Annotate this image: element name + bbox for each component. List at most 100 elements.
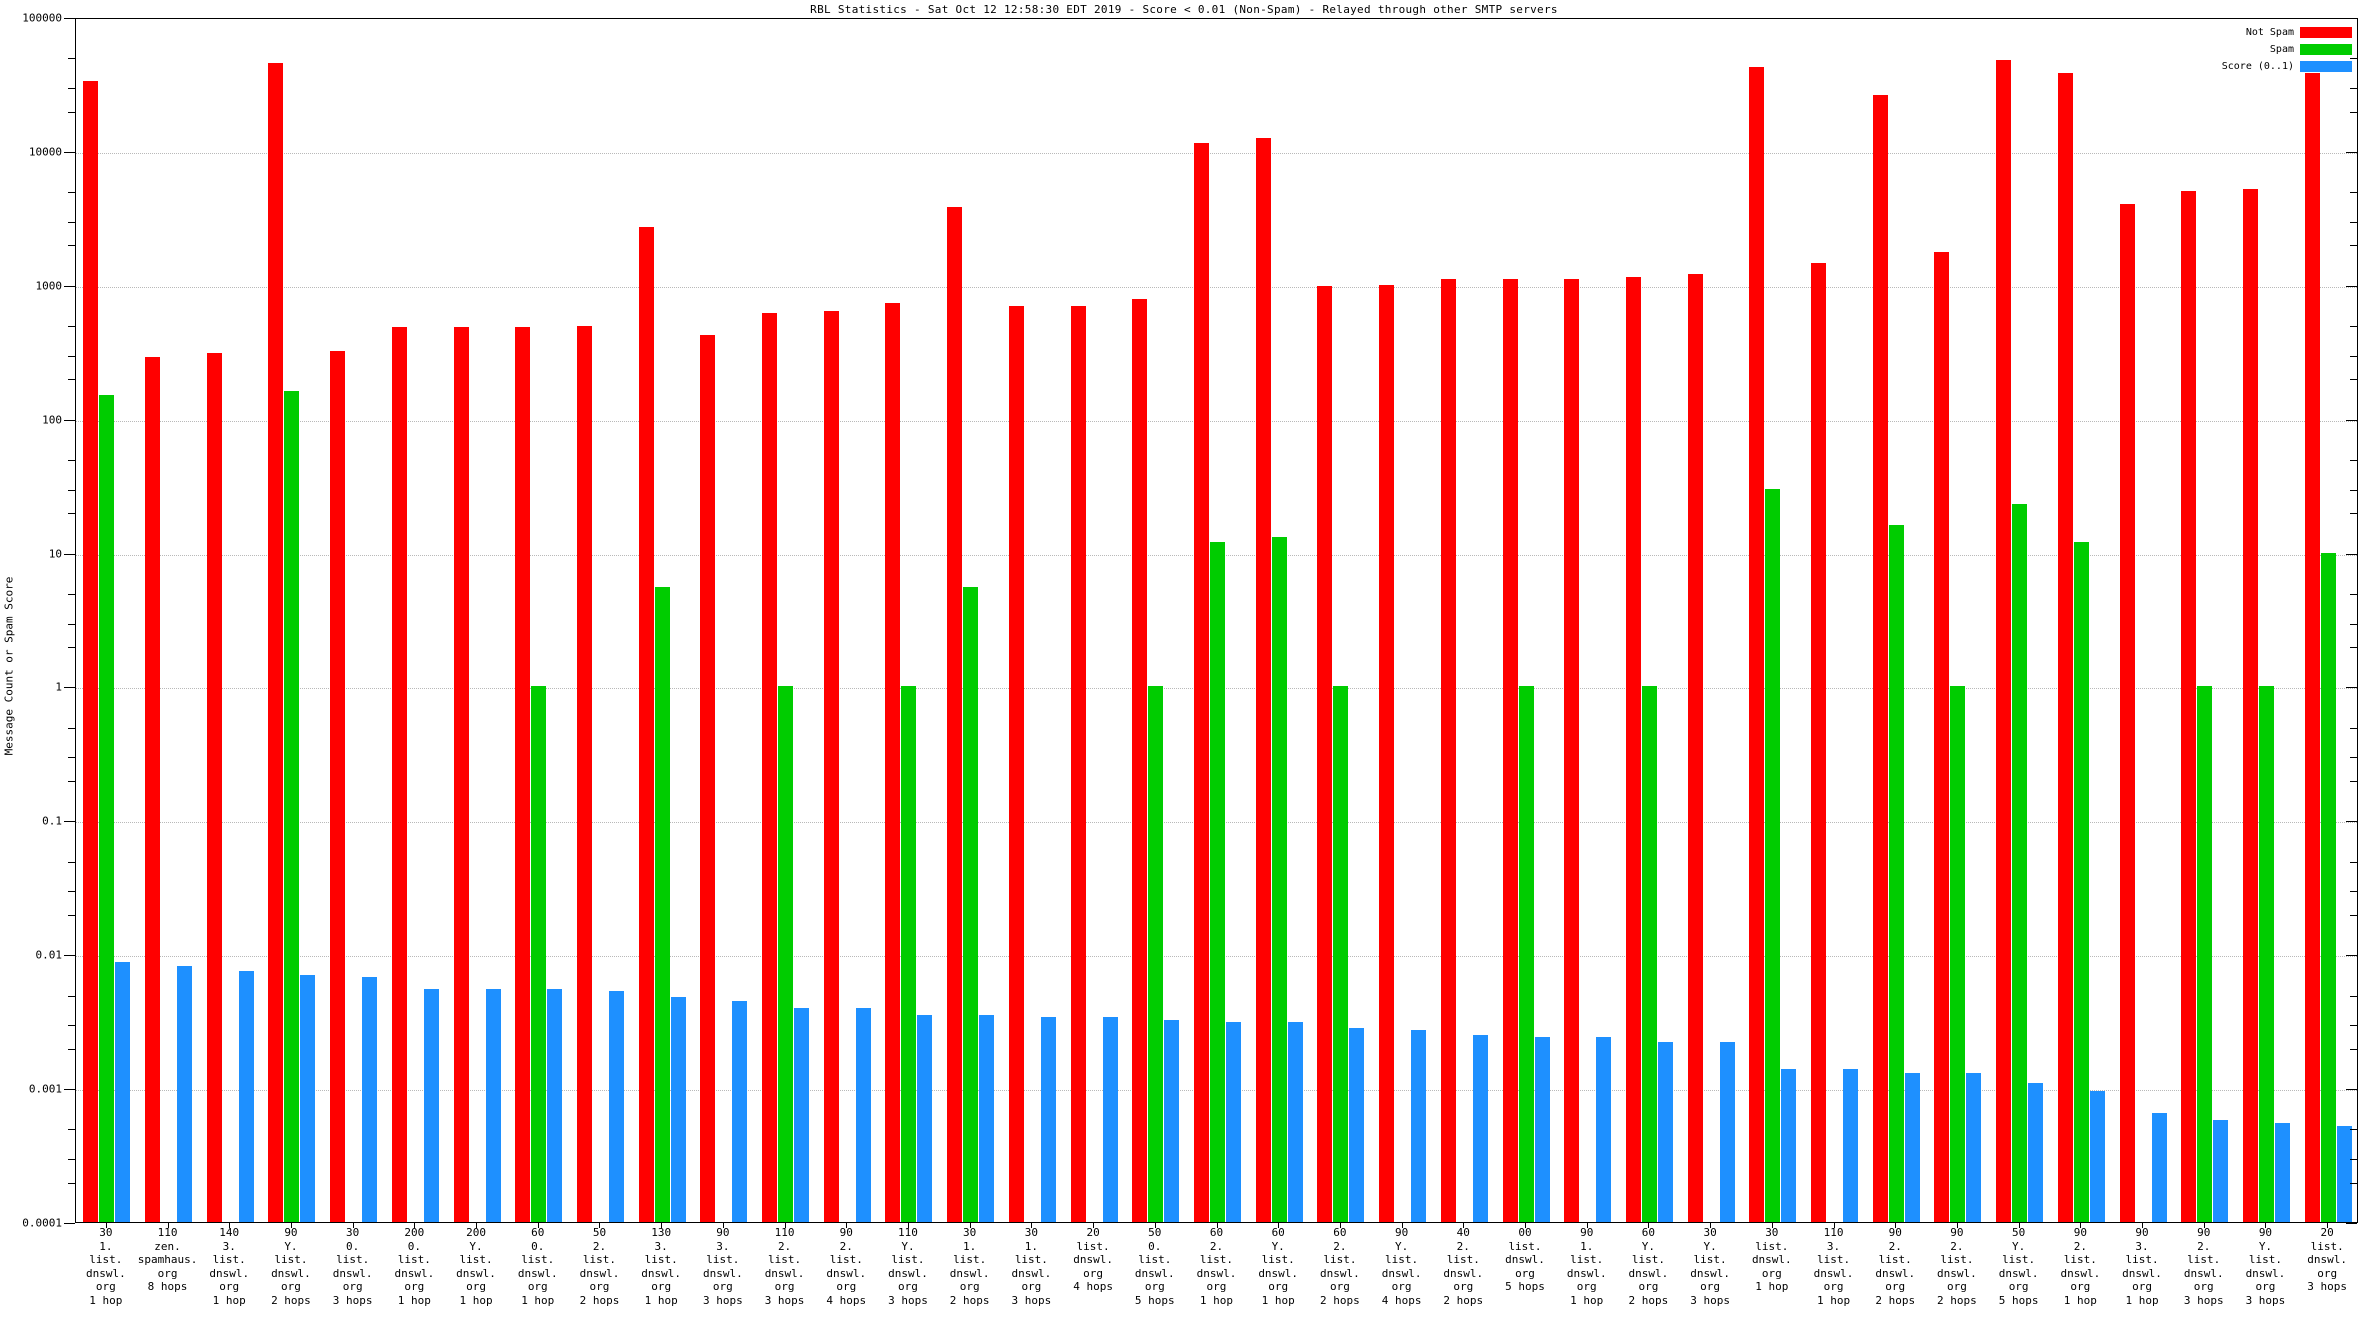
x-tick-label-line: 30 [1765, 1226, 1779, 1239]
x-tick-label-line: dnswl. [2122, 1266, 2162, 1280]
x-tick-label-line: 90 [839, 1226, 853, 1239]
bar-score [547, 989, 563, 1222]
y-tick-minor-right [2350, 1159, 2357, 1161]
x-tick-label: 30 1. list. dnswl. org 3 hops [988, 1226, 1076, 1307]
bar-score [1040, 1016, 1056, 1222]
x-tick-label-line: 1 hop [2125, 1293, 2159, 1307]
y-tick-minor [68, 914, 75, 916]
y-tick-minor [68, 245, 75, 247]
x-tick [229, 1223, 231, 1228]
x-tick-label-line: list. [2187, 1253, 2221, 1266]
x-tick-label-line: org [1638, 1280, 1659, 1293]
x-tick-label-line: org [1453, 1280, 1474, 1293]
x-tick [2327, 1223, 2329, 1228]
bar-spam [1148, 686, 1164, 1222]
x-tick-label-line: dnswl. [271, 1266, 311, 1280]
x-tick-label-line: list. [1385, 1253, 1419, 1266]
bar-spam [1641, 686, 1657, 1222]
y-tick-right [2346, 687, 2357, 689]
y-tick-minor [68, 379, 75, 381]
x-tick-label-line: 1 hop [1570, 1293, 1604, 1307]
bar-not-spam [2119, 204, 2135, 1222]
x-tick [1956, 1223, 1958, 1228]
y-tick-minor [68, 88, 75, 89]
bar-score [1719, 1042, 1735, 1222]
x-tick-label: 200 0. list. dnswl. org 1 hop [371, 1226, 459, 1307]
y-tick-right [2346, 553, 2357, 555]
x-tick-label-line: 110 [898, 1226, 918, 1239]
bar-spam [654, 587, 670, 1222]
x-tick [2265, 1223, 2267, 1228]
y-tick-label: 100 [42, 413, 62, 427]
x-tick-label-line: dnswl. [1073, 1253, 1113, 1266]
x-tick-label-line: 2 hops [1443, 1293, 1484, 1307]
x-tick-label-line: list. [2248, 1253, 2282, 1266]
x-tick-label-line: Y. [1703, 1239, 1717, 1253]
x-tick-label-line: 1 hop [1755, 1280, 1789, 1293]
x-tick-label-line: 3 hops [1690, 1293, 1730, 1307]
y-tick-minor [68, 1048, 75, 1050]
x-tick-label-line: 1 hop [2063, 1293, 2097, 1307]
y-tick-minor-right [2350, 355, 2357, 357]
y-tick-minor [68, 757, 75, 759]
x-tick-label-line: 3 hops [1011, 1293, 1052, 1307]
x-tick-label-line: list. [1631, 1253, 1665, 1266]
x-tick [907, 1223, 909, 1228]
x-tick-label-line: list. [2002, 1253, 2036, 1266]
x-tick-label-line: 30 [99, 1226, 113, 1239]
x-tick-label: 60 2. list. dnswl. org 2 hops [1296, 1226, 1384, 1307]
bar-not-spam [330, 351, 346, 1222]
x-tick [537, 1223, 539, 1228]
x-tick-label-line: 20 [1086, 1226, 1100, 1239]
y-tick-minor-right [2350, 1025, 2357, 1027]
bar-not-spam [823, 310, 839, 1222]
y-tick-minor-right [2350, 379, 2357, 381]
y-tick-label: 0.01 [35, 948, 63, 962]
bar-not-spam [83, 81, 99, 1222]
x-tick-label-line: 5 hops [1134, 1293, 1175, 1307]
bar-score [979, 1015, 995, 1222]
x-tick-label-line: org [959, 1280, 980, 1293]
bar-not-spam [515, 327, 531, 1222]
x-tick-label-line: 90 [2258, 1226, 2273, 1239]
y-tick [64, 419, 75, 421]
x-tick-label-line: 200 [466, 1226, 486, 1239]
x-tick-label-line: list. [768, 1253, 802, 1266]
y-tick-minor [68, 111, 75, 113]
x-tick-label-line: 50 [592, 1226, 607, 1239]
x-tick-label-line: 2 hops [1628, 1293, 1669, 1307]
bar-not-spam [2242, 188, 2258, 1222]
bar-spam [1210, 541, 1225, 1222]
x-tick-label-line: 20 [2320, 1226, 2334, 1239]
x-tick-label-line: org [1206, 1280, 1227, 1293]
x-tick-label-line: dnswl. [2183, 1266, 2224, 1280]
y-tick-minor-right [2350, 1129, 2357, 1131]
y-tick-minor-right [2350, 593, 2357, 595]
x-tick-label: 90 1. list. dnswl. org 1 hop [1543, 1226, 1631, 1307]
legend-item-spam[interactable]: Spam [2222, 41, 2352, 58]
x-tick-label-line: list. [274, 1253, 308, 1266]
x-tick-label-line: org [712, 1280, 733, 1293]
bar-spam [1765, 488, 1781, 1222]
x-tick-label-line: dnswl. [1196, 1266, 1237, 1280]
y-tick-minor-right [2350, 88, 2357, 89]
bar-not-spam [1317, 285, 1333, 1222]
bar-score [1164, 1020, 1180, 1222]
legend-item-not-spam[interactable]: Not Spam [2222, 24, 2352, 41]
x-tick-label: 20 list. dnswl. org 4 hops [1049, 1226, 1137, 1294]
bar-score [794, 1007, 810, 1222]
y-tick-minor-right [2350, 221, 2357, 223]
x-tick-label-line: 3. [222, 1239, 236, 1253]
x-tick-label-line: dnswl. [826, 1266, 867, 1280]
y-tick [64, 18, 75, 19]
bar-not-spam [1194, 142, 1209, 1222]
x-tick-label-line: 130 [651, 1226, 672, 1239]
legend-item-score-0-1[interactable]: Score (0..1) [2222, 58, 2352, 75]
bar-not-spam [1934, 252, 1950, 1222]
x-tick-label-line: org [1268, 1280, 1289, 1293]
x-tick [105, 1223, 107, 1228]
y-tick-minor [68, 192, 75, 194]
bar-not-spam [1070, 305, 1086, 1222]
x-tick-label-line: 110 [1823, 1226, 1844, 1239]
bar-spam [2320, 552, 2336, 1222]
